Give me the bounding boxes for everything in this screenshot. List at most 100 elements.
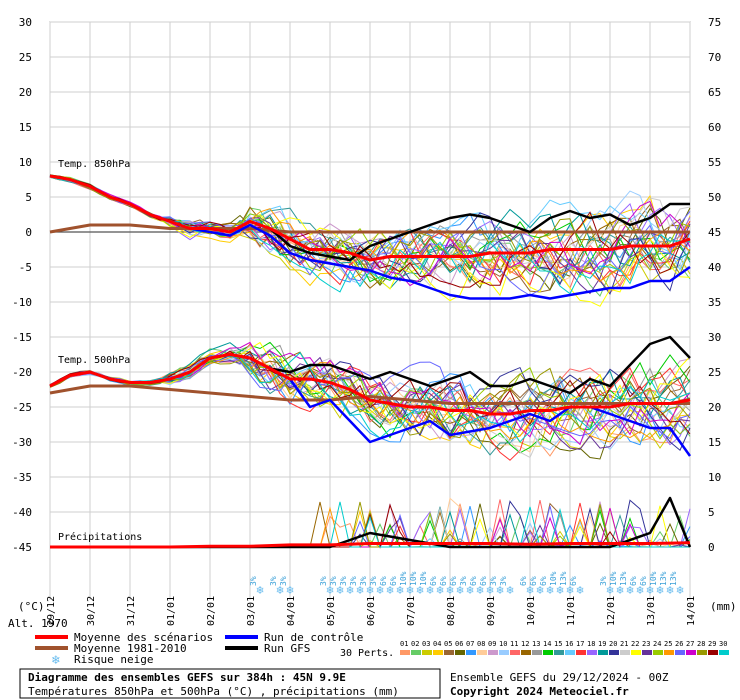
left-tick-label: -35 (12, 471, 32, 484)
pert-swatch (609, 650, 619, 655)
right-tick-label: 25 (708, 366, 721, 379)
legend-control-label: Run de contrôle (264, 631, 363, 644)
snowflake-icon: ❄ (566, 583, 573, 597)
snow-risk-marker: 6%❄ (629, 576, 644, 597)
snow-risk-marker: 10%❄ (399, 571, 414, 597)
date-tick-label: 02/01 (206, 596, 217, 626)
snow-risk-marker: 10%❄ (419, 571, 434, 597)
snow-risk-pct: 3% (359, 576, 368, 586)
snow-risk-pct: 6% (429, 576, 438, 586)
right-tick-label: 20 (708, 401, 721, 414)
snow-risk-pct: 6% (539, 576, 548, 586)
snowflake-icon: ❄ (386, 583, 393, 597)
pert-id: 18 (587, 640, 595, 648)
right-tick-label: 55 (708, 156, 721, 169)
snow-risk-pct: 6% (529, 576, 538, 586)
snow-risk-marker: 13%❄ (659, 571, 674, 597)
pert-swatch (422, 650, 432, 655)
snow-risk-pct: 3% (489, 576, 498, 586)
pert-id: 26 (675, 640, 683, 648)
snow-risk-marker: 3%❄ (249, 576, 264, 597)
snow-risk-pct: 3% (329, 576, 338, 586)
pert-swatch (521, 650, 531, 655)
snow-risk-pct: 13% (659, 571, 668, 586)
pert-id: 06 (455, 640, 463, 648)
pert-swatch (675, 650, 685, 655)
snow-risk-pct: 10% (549, 571, 558, 586)
series-precip-moyenne-des-sc-narios (50, 541, 691, 549)
pert-id: 01 (400, 640, 408, 648)
snow-risk-pct: 13% (619, 571, 628, 586)
pert-id: 21 (620, 640, 628, 648)
label-t500: Temp. 500hPa (58, 355, 130, 366)
date-axis: 29/12 30/12 31/12 01/01 02/01 03/01 04/01 05/01… (46, 596, 697, 626)
pert-id: 10 (499, 640, 507, 648)
snow-risk-marker: 3%❄ (349, 576, 364, 597)
left-tick-label: -25 (12, 401, 32, 414)
right-tick-label: 15 (708, 436, 721, 449)
left-tick-label: 5 (25, 191, 32, 204)
snow-risk-row: 3%❄3%❄3%❄3%❄3%❄3%❄3%❄3%❄3%❄6%❄6%❄10%❄10%… (249, 571, 684, 597)
pert-swatch (708, 650, 718, 655)
label-precip: Précipitations (58, 531, 142, 543)
snowflake-icon: ❄ (456, 583, 463, 597)
legend-mean-label: Moyenne des scénarios (74, 631, 213, 644)
left-tick-label: -45 (12, 541, 32, 554)
snow-risk-pct: 13% (559, 571, 568, 586)
date-tick-label: 11/01 (566, 596, 577, 626)
pert-swatch (532, 650, 542, 655)
pert-swatch (444, 650, 454, 655)
date-tick-label: 09/01 (486, 596, 497, 626)
snow-risk-pct: 3% (339, 576, 348, 586)
snow-risk-marker: 3%❄ (599, 576, 614, 597)
series-t500-moyenne-1981-2010 (49, 384, 690, 405)
date-tick-label: 10/01 (526, 596, 537, 626)
snowflake-icon: ❄ (526, 583, 533, 597)
snowflake-icon: ❄ (466, 583, 473, 597)
pert-swatch (477, 650, 487, 655)
pert-swatch (598, 650, 608, 655)
pert-swatch (433, 650, 443, 655)
right-tick-label: 50 (708, 191, 721, 204)
snow-risk-pct: 10% (419, 571, 428, 586)
pert-swatch (488, 650, 498, 655)
perturbation-line-t500 (49, 359, 691, 439)
snow-risk-marker: 10%❄ (649, 571, 664, 597)
pert-legend: 01 02 03 04 05 06 07 08 09 10 11 12 13 14 15 16 17 18 19 20… (400, 640, 729, 655)
snow-risk-marker: 6%❄ (429, 576, 444, 597)
snowflake-icon: ❄ (366, 583, 373, 597)
right-tick-label: 40 (708, 261, 721, 274)
left-tick-label: 20 (19, 86, 32, 99)
left-axis: 30 25 20 15 10 5 0 -5 -10 -15 -20 -25 -30 -35 -40 -45 (12, 16, 32, 554)
label-t850: Temp. 850hPa (58, 159, 130, 170)
date-tick-label: 14/01 (686, 596, 697, 626)
pert-id: 03 (422, 640, 430, 648)
snow-risk-marker: 3%❄ (279, 576, 294, 597)
snowflake-icon: ❄ (496, 583, 503, 597)
left-tick-label: 10 (19, 156, 32, 169)
pert-id: 29 (708, 640, 716, 648)
pert-swatch (587, 650, 597, 655)
snow-risk-marker: 13%❄ (669, 571, 684, 597)
pert-id: 22 (631, 640, 639, 648)
right-tick-label: 10 (708, 471, 721, 484)
snow-risk-marker: 10%❄ (609, 571, 624, 597)
run-label: Ensemble GEFS du 29/12/2024 - 00Z (450, 671, 669, 684)
chart-subtitle: Températures 850hPa et 500hPa (°C) , pré… (28, 685, 399, 698)
legend-snow-label: Risque neige (74, 653, 153, 666)
snowflake-icon: ❄ (356, 583, 363, 597)
snow-risk-pct: 10% (649, 571, 658, 586)
snowflake-icon: ❄ (666, 583, 673, 597)
plot-area (49, 174, 692, 549)
date-tick-label: 04/01 (286, 596, 297, 626)
snow-risk-marker: 3%❄ (269, 576, 284, 597)
pert-swatch (631, 650, 641, 655)
snow-risk-pct: 3% (369, 576, 378, 586)
snow-risk-pct: 6% (479, 576, 488, 586)
snow-risk-marker: 6%❄ (529, 576, 544, 597)
pert-swatch (455, 650, 465, 655)
snow-risk-pct: 3% (459, 576, 468, 586)
snow-risk-marker: 13%❄ (559, 571, 574, 597)
snowflake-icon: ❄ (256, 583, 263, 597)
